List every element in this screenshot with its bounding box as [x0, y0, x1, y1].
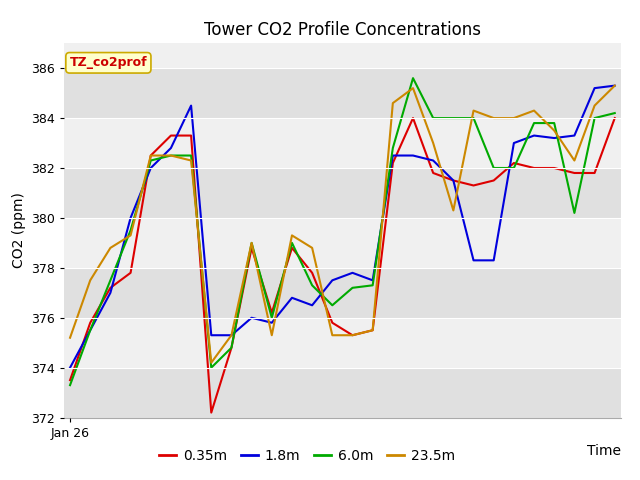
Bar: [64, 168, 621, 218]
Bar: [64, 368, 621, 418]
Bar: [64, 68, 621, 118]
Legend: 0.35m, 1.8m, 6.0m, 23.5m: 0.35m, 1.8m, 6.0m, 23.5m: [154, 443, 461, 468]
Bar: [64, 318, 621, 368]
Bar: [64, 268, 621, 318]
Y-axis label: CO2 (ppm): CO2 (ppm): [12, 192, 26, 268]
Text: Time: Time: [587, 444, 621, 458]
Text: TZ_co2prof: TZ_co2prof: [70, 56, 147, 69]
Bar: [64, 218, 621, 268]
Title: Tower CO2 Profile Concentrations: Tower CO2 Profile Concentrations: [204, 21, 481, 39]
Bar: [64, 118, 621, 168]
